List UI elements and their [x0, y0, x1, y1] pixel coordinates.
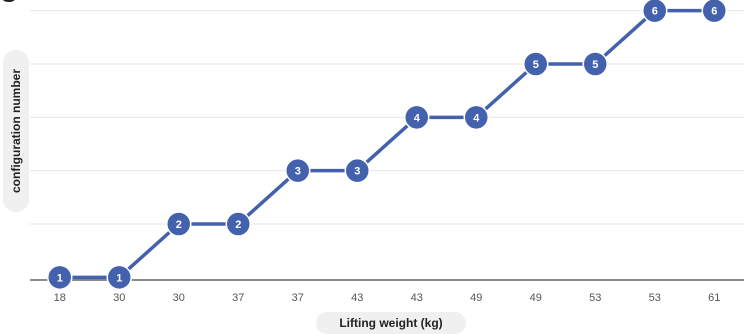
x-tick-label: 37 [292, 292, 304, 304]
data-points: 1 1 2 2 3 3 4 4 5 5 6 6 [47, 0, 727, 291]
data-label: 4 [414, 112, 421, 124]
data-point [47, 264, 73, 291]
data-label: 5 [592, 59, 598, 71]
data-label: 6 [652, 6, 658, 18]
x-axis-label-background: Lifting weight (kg) [316, 312, 466, 334]
x-tick-label: 53 [649, 292, 661, 304]
data-point [582, 51, 608, 77]
x-tick-label: 30 [173, 292, 185, 304]
data-label: 4 [473, 112, 480, 124]
gridlines [30, 10, 744, 225]
x-tick-labels: 18 30 30 37 37 43 43 49 49 53 53 61 [54, 292, 721, 304]
data-label: 6 [711, 6, 717, 18]
data-label: 2 [176, 219, 182, 231]
x-axis-label: Lifting weight (kg) [339, 316, 443, 330]
data-label: 3 [354, 166, 360, 178]
data-point [642, 0, 668, 24]
data-label: 3 [295, 166, 301, 178]
series-line [59, 8, 715, 280]
data-point [701, 0, 727, 24]
x-tick-label: 43 [411, 292, 423, 304]
y-axis-label: configuration number [9, 69, 23, 193]
data-point [285, 157, 311, 184]
x-tick-label: 18 [54, 292, 66, 304]
data-label: 2 [235, 219, 241, 231]
data-point [523, 51, 549, 77]
y-axis-label-background [3, 50, 29, 212]
data-label: 1 [57, 272, 63, 284]
data-point [166, 211, 192, 237]
data-label: 1 [116, 272, 122, 284]
x-tick-label: 43 [351, 292, 363, 304]
x-tick-label: 30 [113, 292, 125, 304]
data-label: 5 [533, 59, 539, 71]
chart-title: g [0, 0, 18, 4]
data-point [106, 264, 132, 291]
x-tick-label: 49 [530, 292, 542, 304]
data-point [404, 104, 430, 131]
x-tick-label: 37 [232, 292, 244, 304]
x-tick-label: 61 [708, 292, 720, 304]
data-point [463, 104, 489, 131]
x-tick-label: 53 [589, 292, 601, 304]
x-tick-label: 49 [470, 292, 482, 304]
data-point [225, 211, 251, 237]
data-point [344, 157, 370, 184]
